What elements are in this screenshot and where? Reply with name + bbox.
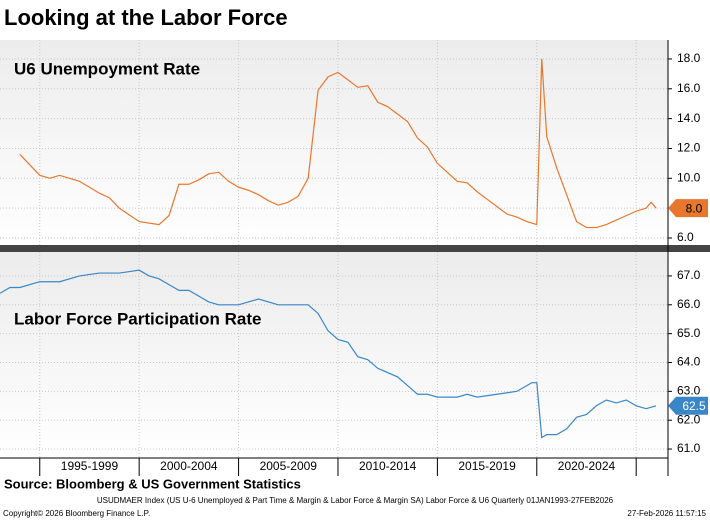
- y-tick-label: 6.0: [677, 230, 694, 244]
- panel-separator: [0, 245, 710, 252]
- copyright: Copyright© 2026 Bloomberg Finance L.P.: [3, 509, 150, 518]
- panel-title: U6 Unempoyment Rate: [14, 59, 200, 78]
- page-title: Looking at the Labor Force: [4, 5, 288, 30]
- panel: [0, 252, 668, 458]
- last-value-label: 8.0: [686, 201, 703, 215]
- timestamp: 27-Feb-2026 11:57:15: [627, 509, 706, 518]
- series-line: [0, 269, 657, 439]
- y-tick-label: 63.0: [677, 384, 701, 398]
- x-tick-label: 2000-2004: [160, 459, 218, 473]
- x-tick-label: 2015-2019: [458, 459, 516, 473]
- y-tick-label: 64.0: [677, 355, 701, 369]
- y-tick-label: 62.0: [677, 412, 701, 426]
- y-tick-label: 61.0: [677, 441, 701, 455]
- y-tick-label: 10.0: [677, 170, 701, 184]
- x-tick-label: 1995-1999: [61, 459, 119, 473]
- y-tick-label: 66.0: [677, 297, 701, 311]
- series-line: [19, 58, 657, 229]
- x-tick-label: 2005-2009: [260, 459, 318, 473]
- x-tick-label: 2010-2014: [359, 459, 417, 473]
- last-value-label: 62.5: [682, 399, 706, 413]
- last-value-box: [668, 199, 708, 218]
- y-tick-label: 12.0: [677, 141, 701, 155]
- footnote: USUDMAER Index (US U-6 Unemployed & Part…: [97, 496, 614, 505]
- y-tick-label: 16.0: [677, 81, 701, 95]
- source: Source: Bloomberg & US Government Statis…: [4, 476, 301, 491]
- y-tick-label: 65.0: [677, 326, 701, 340]
- x-tick-label: 2020-2024: [558, 459, 616, 473]
- y-tick-label: 67.0: [677, 268, 701, 282]
- y-tick-label: 14.0: [677, 111, 701, 125]
- last-value-box: [668, 396, 708, 415]
- y-tick-label: 18.0: [677, 51, 701, 65]
- plot-background: [0, 252, 668, 458]
- panel-title: Labor Force Participation Rate: [14, 309, 262, 328]
